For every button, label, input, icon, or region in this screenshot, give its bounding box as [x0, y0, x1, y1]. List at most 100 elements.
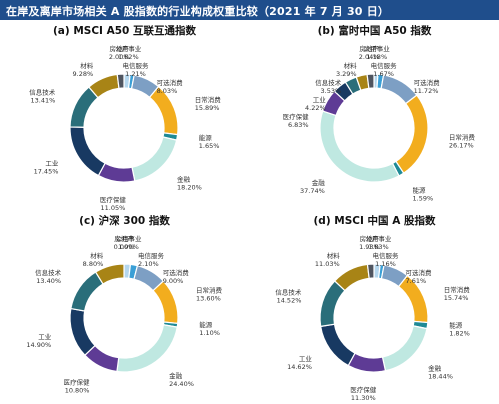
slice-value-label: 2.10% — [138, 260, 159, 268]
chart-title: (a) MSCI A50 互联互通指数 — [52, 25, 196, 37]
slice-value-label: 14.62% — [287, 363, 312, 371]
donut-slice — [131, 136, 178, 182]
slice-value-label: 11.05% — [101, 204, 126, 212]
slice-value-label: 2.04% — [359, 53, 380, 61]
chart-panel-a: (a) MSCI A50 互联互通指数 公用事业 1.82% 电信服务 1.21% 可选… — [0, 22, 249, 212]
donut-chart-d: 公用事业1.83%电信服务1.16%可选消费7.61%日常消费15.74%能源1… — [275, 234, 471, 402]
chart-panel-c: (c) 沪深 300 指数 公用事业 1.90% 电信服务 2.10% 可选消费 9.00… — [0, 212, 249, 402]
slice-value-label: 9.00% — [163, 277, 184, 285]
slice-category-label: 材料 — [90, 251, 104, 260]
slice-value-label: 1.93% — [359, 243, 380, 251]
slice-value-label: 0.00% — [114, 243, 135, 251]
slice-category-label: 能源 — [413, 186, 427, 195]
header-bar: 在岸及离岸市场相关 A 股指数的行业构成权重比较（2021 年 7 月 30 日… — [0, 0, 499, 20]
slice-category-label: 金融 — [169, 371, 183, 380]
donut-chart-a: 公用事业1.82%电信服务1.21%可选消费8.03%日常消费15.89%能源1… — [29, 44, 222, 212]
slice-category-label: 工业 — [313, 95, 327, 104]
chart-title: (d) MSCI 中国 A 股指数 — [313, 215, 436, 227]
slice-category-label: 医疗保健 — [350, 385, 377, 394]
donut-slice — [366, 73, 375, 90]
slice-value-label: 7.61% — [406, 277, 427, 285]
slice-category-label: 金融 — [428, 363, 442, 372]
slice-value-label: 11.03% — [315, 260, 340, 268]
slice-category-label: 信息技术 — [29, 88, 56, 97]
slice-category-label: 日常消费 — [195, 95, 222, 104]
slice-value-label: 10.80% — [65, 387, 90, 395]
slice-category-label: 日常消费 — [444, 285, 471, 294]
slice-category-label: 可选消费 — [414, 78, 441, 87]
slice-value-label: 1.83% — [368, 243, 389, 251]
slice-category-label: 可选消费 — [157, 78, 184, 87]
slice-value-label: 1.90% — [118, 243, 139, 251]
donut-slice — [381, 325, 428, 372]
slice-value-label: 13.40% — [36, 277, 61, 285]
slice-value-label: 14.52% — [277, 297, 302, 305]
slice-value-label: 8.80% — [83, 260, 104, 268]
slice-category-label: 工业 — [45, 158, 59, 167]
donut-slice — [319, 110, 400, 183]
slice-category-label: 公用事业 — [116, 234, 143, 243]
slice-category-label: 材料 — [80, 61, 94, 70]
slice-category-label: 医疗保健 — [100, 195, 127, 204]
slice-category-label: 医疗保健 — [64, 378, 91, 387]
slice-category-label: 日常消费 — [449, 133, 476, 142]
slice-value-label: 1.59% — [413, 195, 434, 203]
slice-value-label: 15.74% — [444, 294, 469, 302]
slice-value-label: 26.17% — [449, 142, 474, 150]
slice-category-label: 电信服务 — [371, 61, 398, 70]
slice-category-label: 电信服务 — [138, 251, 165, 260]
slice-category-label: 公用事业 — [365, 234, 392, 243]
slice-category-label: 医疗保健 — [283, 112, 310, 121]
slice-category-label: 信息技术 — [275, 288, 302, 297]
slice-value-label: 15.89% — [195, 104, 220, 112]
chart-title: (b) 富时中国 A50 指数 — [317, 25, 432, 37]
slice-category-label: 房地产 — [359, 44, 379, 53]
slice-value-label: 37.74% — [300, 187, 325, 195]
donut-slice — [319, 323, 356, 367]
slice-category-label: 房地产 — [114, 234, 134, 243]
slice-value-label: 18.44% — [428, 372, 453, 380]
slice-category-label: 公用事业 — [364, 44, 391, 53]
donut-slice — [94, 263, 125, 285]
donut-slice — [116, 73, 125, 89]
donut-slice — [116, 324, 178, 373]
donut-chart-c: 公用事业1.90%电信服务2.10%可选消费9.00%日常消费13.60%能源1… — [26, 234, 222, 395]
slice-value-label: 8.03% — [157, 87, 178, 95]
slice-value-label: 13.60% — [196, 295, 221, 303]
slice-value-label: 4.22% — [305, 104, 326, 112]
donut-slice — [70, 271, 104, 312]
slice-category-label: 房地产 — [109, 44, 129, 53]
slice-category-label: 能源 — [199, 320, 213, 329]
slice-value-label: 1.82% — [449, 330, 470, 338]
slice-category-label: 金融 — [177, 174, 191, 183]
slice-value-label: 11.72% — [414, 87, 439, 95]
slice-category-label: 材料 — [327, 251, 341, 260]
slice-category-label: 金融 — [312, 178, 326, 187]
chart-panel-b: (b) 富时中国 A50 指数 公用事业 1.18% 电信服务 1.67% 可选消费 11… — [250, 22, 499, 212]
slice-value-label: 1.10% — [199, 329, 220, 337]
slice-value-label: 1.67% — [373, 70, 394, 78]
slice-value-label: 14.90% — [26, 341, 51, 349]
slice-value-label: 1.18% — [366, 53, 387, 61]
slice-category-label: 公用事业 — [115, 44, 142, 53]
slice-value-label: 1.65% — [199, 142, 220, 150]
slice-category-label: 能源 — [449, 321, 463, 330]
slice-value-label: 6.83% — [288, 121, 309, 129]
chart-panel-d: (d) MSCI 中国 A 股指数 公用事业 1.83% 电信服务 1.16% 可选消费… — [250, 212, 499, 402]
slice-category-label: 房地产 — [360, 234, 380, 243]
donut-slice — [333, 263, 370, 292]
slice-category-label: 能源 — [199, 133, 213, 142]
slice-value-label: 1.16% — [375, 260, 396, 268]
slice-category-label: 工业 — [38, 332, 52, 341]
slice-value-label: 1.21% — [125, 70, 146, 78]
slice-value-label: 9.28% — [73, 70, 94, 78]
slice-category-label: 电信服务 — [123, 61, 150, 70]
slice-category-label: 信息技术 — [35, 268, 62, 277]
slice-value-label: 18.20% — [177, 183, 202, 191]
slice-value-label: 24.40% — [169, 380, 194, 388]
page-title: 在岸及离岸市场相关 A 股指数的行业构成权重比较（2021 年 7 月 30 日… — [6, 5, 390, 18]
donut-slice — [69, 307, 96, 357]
donut-slice — [395, 94, 429, 174]
slice-value-label: 3.53% — [321, 87, 342, 95]
